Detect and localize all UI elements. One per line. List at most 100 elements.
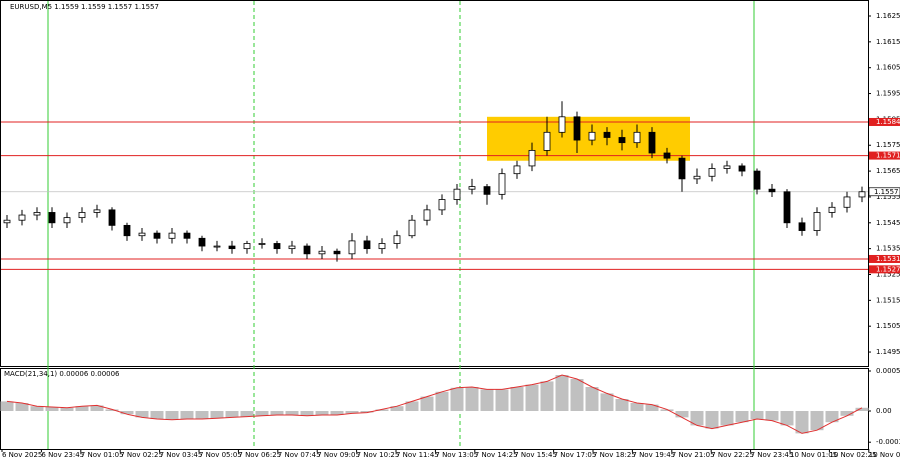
candle bbox=[243, 240, 251, 254]
macd-bar bbox=[30, 406, 44, 411]
candle-body bbox=[483, 186, 491, 195]
x-tick-label: 7 Nov 21:05 bbox=[672, 451, 715, 459]
macd-bar bbox=[195, 411, 209, 419]
macd-bar bbox=[120, 411, 134, 415]
macd-bar bbox=[345, 411, 359, 414]
candle bbox=[618, 129, 626, 151]
y-tick-label: 1.1575 bbox=[876, 141, 900, 149]
candle bbox=[558, 101, 566, 138]
candle bbox=[573, 111, 581, 153]
macd-bar bbox=[450, 387, 464, 411]
macd-signal bbox=[6, 374, 863, 434]
candle bbox=[78, 207, 86, 223]
y-tick-label: -0.00039 bbox=[876, 438, 900, 446]
macd-bar bbox=[210, 411, 224, 419]
candle bbox=[828, 202, 836, 218]
candle-body bbox=[3, 219, 11, 224]
candle-body bbox=[858, 191, 866, 198]
macd-bar bbox=[690, 411, 704, 426]
x-tick-label: 10 Nov 02:25 bbox=[829, 451, 876, 459]
highlight-zone bbox=[487, 116, 690, 161]
x-tick-label: 7 Nov 18:25 bbox=[593, 451, 636, 459]
y-tick-label: 0.0005 bbox=[876, 367, 900, 375]
candle-body bbox=[243, 243, 251, 250]
candle-body bbox=[663, 152, 671, 159]
macd-bar bbox=[480, 389, 494, 411]
macd-bar bbox=[255, 411, 269, 416]
current-price-label: 1.1557 bbox=[874, 188, 899, 196]
macd-bar bbox=[810, 411, 824, 431]
macd-bar bbox=[825, 411, 839, 423]
candle-body bbox=[393, 235, 401, 244]
candle-body bbox=[78, 212, 86, 219]
macd-bar bbox=[660, 409, 674, 411]
x-tick-label: 6 Nov 23:45 bbox=[41, 451, 84, 459]
macd-bar bbox=[645, 404, 659, 411]
candle bbox=[408, 215, 416, 239]
candle-body bbox=[258, 243, 266, 245]
macd-bar bbox=[180, 411, 194, 419]
macd-bar bbox=[150, 411, 164, 419]
macd-bar bbox=[315, 411, 329, 415]
candle-body bbox=[288, 245, 296, 250]
candle bbox=[348, 233, 356, 259]
candle bbox=[108, 207, 116, 231]
macd-bar bbox=[75, 406, 89, 411]
candle-body bbox=[633, 131, 641, 144]
y-tick-label: 1.1605 bbox=[876, 64, 900, 72]
candle-body bbox=[198, 237, 206, 247]
macd-bar bbox=[765, 411, 779, 421]
candle-body bbox=[768, 188, 776, 193]
macd-bar bbox=[615, 399, 629, 411]
candle-body bbox=[18, 214, 26, 221]
macd-bar bbox=[675, 411, 689, 418]
candle bbox=[63, 212, 71, 228]
candle bbox=[138, 227, 146, 241]
candle-body bbox=[843, 196, 851, 208]
y-tick-label: 1.1525 bbox=[876, 270, 900, 278]
macd-bar bbox=[795, 411, 809, 434]
candle-body bbox=[828, 206, 836, 213]
candle-body bbox=[438, 199, 446, 211]
candle bbox=[3, 215, 11, 228]
macd-bar bbox=[0, 401, 14, 411]
candle-body bbox=[513, 165, 521, 175]
x-tick-label: 7 Nov 13:05 bbox=[435, 451, 478, 459]
candle bbox=[843, 191, 851, 213]
candle bbox=[198, 235, 206, 252]
macd-bar bbox=[225, 411, 239, 418]
candle-body bbox=[738, 165, 746, 172]
candle-body bbox=[693, 175, 701, 180]
candle-body bbox=[708, 168, 716, 177]
candle-body bbox=[273, 243, 281, 250]
macd-bar bbox=[600, 393, 614, 411]
macd-bar bbox=[840, 411, 854, 416]
candle bbox=[438, 194, 446, 216]
macd-bar bbox=[780, 411, 794, 426]
macd-bar bbox=[375, 409, 389, 411]
candle bbox=[93, 204, 101, 218]
candle-body bbox=[108, 209, 116, 226]
macd-bar bbox=[720, 411, 734, 426]
y-tick-label: 0.00 bbox=[876, 407, 892, 415]
candle bbox=[183, 230, 191, 244]
macd-bar bbox=[750, 411, 764, 419]
candle-body bbox=[228, 245, 236, 250]
x-tick-label: 7 Nov 10:25 bbox=[357, 451, 400, 459]
level-label: 1.1584 bbox=[876, 118, 900, 126]
macd-bar bbox=[465, 387, 479, 411]
macd-title: MACD(21,34,1) 0.00006 0.00006 bbox=[4, 370, 120, 378]
current-price-box bbox=[868, 187, 900, 197]
candle bbox=[153, 230, 161, 244]
candle-body bbox=[408, 219, 416, 237]
candle bbox=[708, 163, 716, 182]
macd-bar bbox=[855, 407, 869, 411]
candle-body bbox=[213, 245, 221, 248]
candle bbox=[48, 207, 56, 228]
candle bbox=[453, 184, 461, 205]
x-tick-label: 7 Nov 11:45 bbox=[396, 451, 439, 459]
x-tick-label: 7 Nov 02:25 bbox=[120, 451, 163, 459]
candle bbox=[753, 168, 761, 195]
x-tick-label: 7 Nov 23:45 bbox=[751, 451, 794, 459]
